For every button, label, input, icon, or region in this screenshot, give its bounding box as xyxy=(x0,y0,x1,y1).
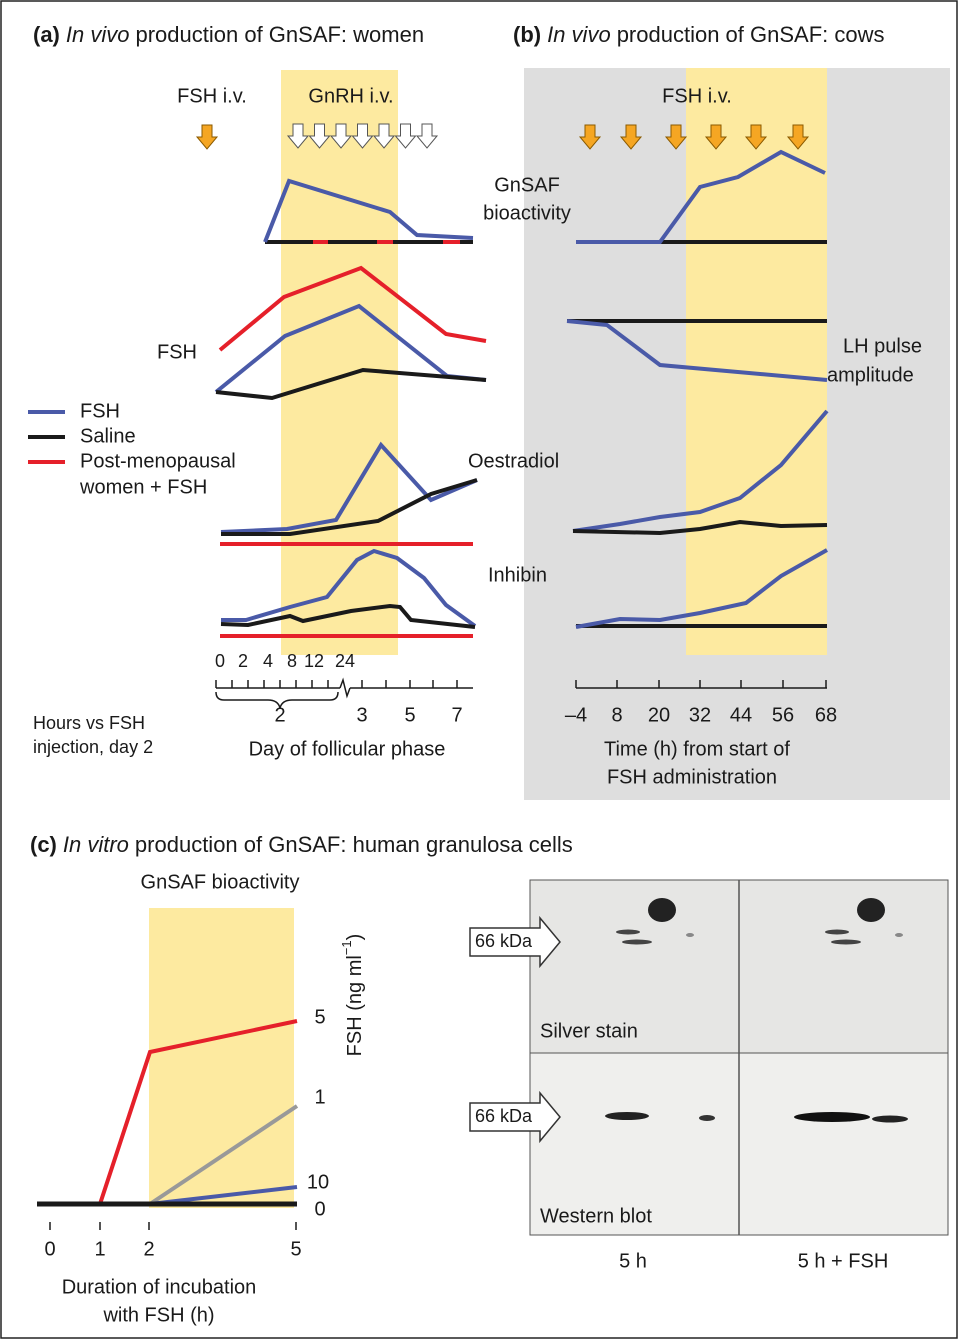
label: Inhibin xyxy=(488,564,547,586)
title-rest: production of GnSAF: women xyxy=(135,22,424,47)
tick-label: 0 xyxy=(215,651,225,671)
arrow xyxy=(197,125,217,149)
line-label: 5 xyxy=(314,1006,325,1028)
line-label: 0 xyxy=(314,1198,325,1220)
marker-label: 66 kDa xyxy=(475,1106,533,1126)
blot-spot xyxy=(648,898,676,922)
tick-label: 2 xyxy=(238,651,248,671)
tick-label: 1 xyxy=(94,1238,105,1260)
legend-entry: Post-menopausal xyxy=(80,450,236,472)
blot-spot xyxy=(857,898,885,922)
panel-letter: (c) xyxy=(30,832,57,857)
axis-title: FSH administration xyxy=(607,766,777,788)
tick-label: 5 xyxy=(290,1238,301,1260)
arrow xyxy=(417,124,437,148)
blot-spot xyxy=(686,933,694,937)
axis-title: Time (h) from start of xyxy=(604,738,790,760)
blot-band xyxy=(699,1115,715,1121)
note: Hours vs FSH xyxy=(33,713,145,733)
label: amplitude xyxy=(827,364,914,386)
highlight-band xyxy=(149,908,294,1208)
tick-label: 0 xyxy=(44,1238,55,1260)
tick-label: 8 xyxy=(287,651,297,671)
axis-title-sup: −1 xyxy=(339,940,354,955)
blot-spot xyxy=(895,933,903,937)
axis-title: Duration of incubation xyxy=(62,1276,257,1298)
legend-entry: FSH xyxy=(80,400,120,422)
line-label: 1 xyxy=(314,1086,325,1108)
lane-label: 5 h xyxy=(619,1250,647,1272)
panel-letter: (b) xyxy=(513,22,541,47)
blot-band xyxy=(605,1112,649,1120)
tick-label: 7 xyxy=(451,704,462,726)
tick-label: 4 xyxy=(263,651,273,671)
blot-spot xyxy=(622,940,652,945)
label: bioactivity xyxy=(483,202,571,224)
blot-spot xyxy=(616,930,640,935)
blot-spot xyxy=(825,930,849,935)
tick-label: 68 xyxy=(815,704,837,726)
tick-label: 8 xyxy=(611,704,622,726)
tick-label: 12 xyxy=(304,651,324,671)
axis-title: with FSH (h) xyxy=(102,1304,214,1326)
title-italic: In vitro xyxy=(63,832,129,857)
axis-title: FSH (ng ml−1) xyxy=(339,934,366,1057)
chart-title: GnSAF bioactivity xyxy=(141,871,300,893)
label: LH pulse xyxy=(843,335,922,357)
legend-entry: women + FSH xyxy=(79,476,207,498)
figure: (a)In vivoproduction of GnSAF: women(b)I… xyxy=(0,0,958,1339)
title-italic: In vivo xyxy=(547,22,611,47)
blot-spot xyxy=(831,940,861,945)
axis-title-part: ) xyxy=(344,934,366,941)
highlight-band xyxy=(281,70,398,655)
blot-band xyxy=(794,1112,870,1122)
tick-label: 3 xyxy=(356,704,367,726)
tick-label: 24 xyxy=(335,651,355,671)
lane-label: 5 h + FSH xyxy=(798,1250,889,1272)
arrow xyxy=(396,124,416,148)
marker-label: 66 kDa xyxy=(475,931,533,951)
blot-band xyxy=(872,1116,908,1123)
axis-break xyxy=(340,680,350,696)
stain-label: Silver stain xyxy=(540,1020,638,1042)
title-rest: production of GnSAF: human granulosa cel… xyxy=(135,832,573,857)
legend-entry: Saline xyxy=(80,425,136,447)
tick-label: –4 xyxy=(565,704,587,726)
panel-letter: (a) xyxy=(33,22,60,47)
tick-label: 2 xyxy=(274,704,285,726)
title-italic: In vivo xyxy=(66,22,130,47)
note: injection, day 2 xyxy=(33,737,153,757)
label: FSH i.v. xyxy=(662,85,732,107)
label: FSH xyxy=(157,341,197,363)
tick-label: 2 xyxy=(143,1238,154,1260)
label: GnRH i.v. xyxy=(308,85,393,107)
stain-label: Western blot xyxy=(540,1205,652,1227)
tick-label: 44 xyxy=(730,704,752,726)
title-rest: production of GnSAF: cows xyxy=(617,22,885,47)
highlight-band xyxy=(686,68,827,655)
axis-title: Day of follicular phase xyxy=(249,738,446,760)
label: Oestradiol xyxy=(468,450,559,472)
tick-label: 20 xyxy=(648,704,670,726)
label: GnSAF xyxy=(494,174,560,196)
tick-label: 5 xyxy=(404,704,415,726)
axis-title-part: FSH (ng ml xyxy=(344,955,366,1056)
tick-label: 56 xyxy=(772,704,794,726)
label: FSH i.v. xyxy=(177,85,247,107)
tick-label: 32 xyxy=(689,704,711,726)
line-label: 10 xyxy=(307,1171,329,1193)
